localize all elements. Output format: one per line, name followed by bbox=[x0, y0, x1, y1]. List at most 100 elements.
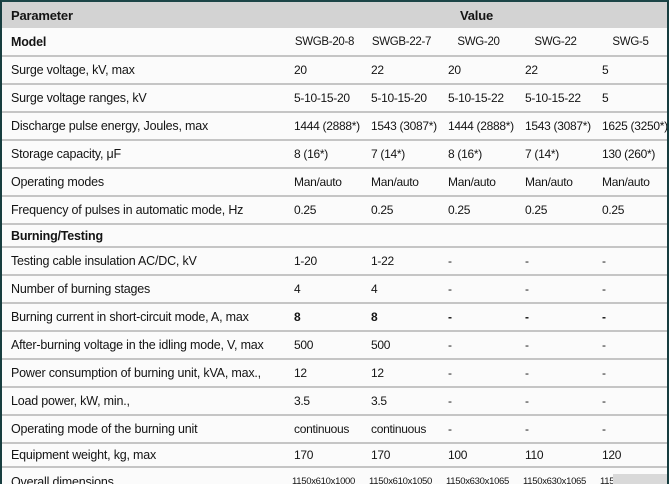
value-cell: 3.5 bbox=[371, 394, 387, 408]
value-cell: 20 bbox=[448, 63, 461, 77]
value-cell: Man/auto bbox=[602, 175, 650, 189]
value-cell: 500 bbox=[371, 338, 391, 352]
table-row: Power consumption of burning unit, kVA, … bbox=[2, 359, 667, 387]
value-cell: 170 bbox=[294, 448, 314, 462]
value-cell: 8 bbox=[371, 310, 378, 324]
value-cell: Man/auto bbox=[294, 175, 342, 189]
value-cell: 5-10-15-20 bbox=[294, 91, 350, 105]
table-header-row: Parameter Value bbox=[2, 2, 667, 28]
value-cell: 1444 (2888*) bbox=[448, 119, 514, 133]
model-column-header: SWG-5 bbox=[612, 35, 649, 48]
table-row: Number of burning stages 4 4 - - - bbox=[2, 275, 667, 303]
value-cell: - bbox=[602, 422, 606, 436]
model-column-header: SWG-20 bbox=[457, 35, 500, 48]
table-row: After-burning voltage in the idling mode… bbox=[2, 331, 667, 359]
value-cell: 130 (260*) bbox=[602, 147, 656, 161]
value-cell: - bbox=[525, 254, 529, 268]
value-cell: 0.25 bbox=[448, 203, 471, 217]
value-cell: 8 (16*) bbox=[294, 147, 328, 161]
parameter-label: Number of burning stages bbox=[11, 282, 151, 296]
value-cell: 1543 (3087*) bbox=[371, 119, 437, 133]
value-cell: - bbox=[602, 394, 606, 408]
model-column-header: SWGB-22-7 bbox=[371, 35, 432, 48]
section-header-row: Burning/Testing bbox=[2, 224, 667, 247]
parameter-label: Power consumption of burning unit, kVA, … bbox=[11, 366, 261, 380]
value-cell: 500 bbox=[294, 338, 314, 352]
value-cell: 1625 (3250*) bbox=[602, 119, 667, 133]
value-cell: 7 (14*) bbox=[525, 147, 559, 161]
model-column-header: SWGB-20-8 bbox=[294, 35, 355, 48]
value-cell: - bbox=[525, 310, 529, 324]
value-cell: - bbox=[525, 338, 529, 352]
value-cell: - bbox=[525, 366, 529, 380]
parameter-label: Burning current in short-circuit mode, A… bbox=[11, 310, 249, 324]
value-cell: 170 bbox=[371, 448, 391, 462]
value-cell: - bbox=[448, 366, 452, 380]
header-value-label: Value bbox=[460, 7, 493, 23]
section-title: Burning/Testing bbox=[11, 228, 103, 243]
value-cell: 20 bbox=[294, 63, 307, 77]
value-cell: - bbox=[602, 254, 606, 268]
value-cell: 0.25 bbox=[294, 203, 317, 217]
value-cell: 5-10-15-20 bbox=[371, 91, 427, 105]
parameter-label: Frequency of pulses in automatic mode, H… bbox=[11, 203, 244, 217]
value-cell: 12 bbox=[294, 366, 307, 380]
value-cell: - bbox=[525, 394, 529, 408]
table-row: Equipment weight, kg, max 170 170 100 110 120 bbox=[2, 443, 667, 467]
value-cell: 110 bbox=[525, 448, 544, 462]
value-cell: - bbox=[448, 254, 452, 268]
value-cell: 4 bbox=[294, 282, 301, 296]
value-cell: 5-10-15-22 bbox=[525, 91, 581, 105]
parameter-label: Testing cable insulation AC/DC, kV bbox=[11, 254, 197, 268]
value-cell: 1150x630x1065 bbox=[446, 476, 510, 484]
value-cell: - bbox=[448, 394, 452, 408]
table-row: Discharge pulse energy, Joules, max 1444 … bbox=[2, 112, 667, 140]
parameter-label: Surge voltage ranges, kV bbox=[11, 91, 147, 105]
header-parameter-label: Parameter bbox=[11, 7, 73, 23]
table-row: Operating modes Man/auto Man/auto Man/auto M… bbox=[2, 168, 667, 196]
value-cell: 0.25 bbox=[525, 203, 548, 217]
value-cell: 4 bbox=[371, 282, 378, 296]
value-cell: 5 bbox=[602, 91, 609, 105]
parameter-label: Surge voltage, kV, max bbox=[11, 63, 135, 77]
value-cell: 5-10-15-22 bbox=[448, 91, 504, 105]
table-row: Overall dimensions, 1150x610x1000 1150x610… bbox=[2, 467, 667, 484]
value-cell: 1150x610x1000 bbox=[292, 476, 356, 484]
parameter-label: Operating modes bbox=[11, 175, 104, 189]
value-cell: 120 bbox=[602, 448, 622, 462]
value-cell: - bbox=[448, 282, 452, 296]
table-row: Storage capacity, μF 8 (16*) 7 (14*) 8 (16*… bbox=[2, 140, 667, 168]
value-cell: 100 bbox=[448, 448, 468, 462]
scrollbar-corner bbox=[613, 474, 667, 484]
table-row: Frequency of pulses in automatic mode, H… bbox=[2, 196, 667, 224]
value-cell: Man/auto bbox=[525, 175, 573, 189]
parameter-label: Overall dimensions, bbox=[11, 474, 117, 484]
table-row: Load power, kW, min., 3.5 3.5 - - - bbox=[2, 387, 667, 415]
value-cell: - bbox=[525, 422, 529, 436]
value-cell: 7 (14*) bbox=[371, 147, 405, 161]
table-row: Burning current in short-circuit mode, A… bbox=[2, 303, 667, 331]
model-row-label: Model bbox=[11, 34, 47, 49]
table-row: Surge voltage, kV, max 20 22 20 22 5 bbox=[2, 56, 667, 84]
value-cell: - bbox=[448, 422, 452, 436]
value-cell: continuous bbox=[294, 422, 350, 436]
model-column-header: SWG-22 bbox=[534, 35, 577, 48]
parameter-label: After-burning voltage in the idling mode… bbox=[11, 338, 264, 352]
model-row: Model SWGB-20-8 SWGB-22-7 SWG-20 SWG-22 SWG-… bbox=[2, 28, 667, 56]
value-cell: Man/auto bbox=[448, 175, 496, 189]
value-cell: - bbox=[602, 282, 606, 296]
value-cell: 22 bbox=[371, 63, 384, 77]
value-cell: 12 bbox=[371, 366, 384, 380]
value-cell: 8 (16*) bbox=[448, 147, 482, 161]
value-cell: 1543 (3087*) bbox=[525, 119, 591, 133]
value-cell: Man/auto bbox=[371, 175, 419, 189]
value-cell: - bbox=[525, 282, 529, 296]
value-cell: - bbox=[602, 366, 606, 380]
parameter-label: Discharge pulse energy, Joules, max bbox=[11, 119, 209, 133]
value-cell: 1444 (2888*) bbox=[294, 119, 360, 133]
value-cell: 22 bbox=[525, 63, 538, 77]
value-cell: 5 bbox=[602, 63, 609, 77]
